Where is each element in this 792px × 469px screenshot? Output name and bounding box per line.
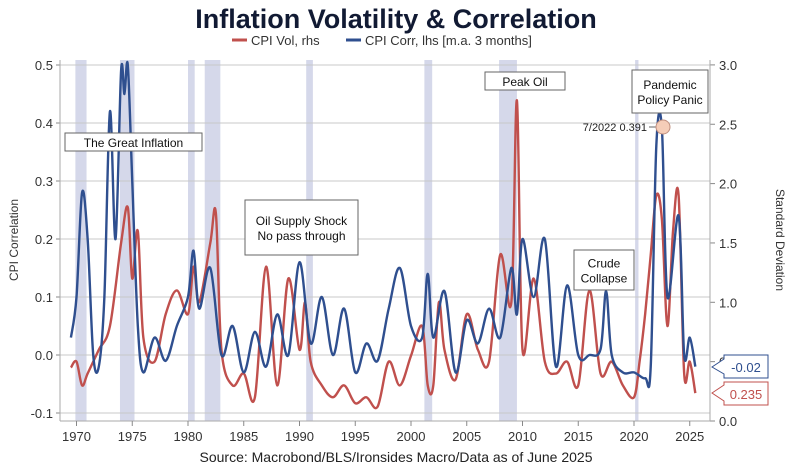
series-line-cpi-corr bbox=[69, 60, 697, 389]
y-left-tick-label: 0.0 bbox=[35, 348, 53, 363]
y-left-tick-label: 0.1 bbox=[35, 290, 53, 305]
annotation-oil-shock-label: No pass through bbox=[257, 229, 345, 243]
recession-band bbox=[635, 60, 639, 421]
annotation-peak-oil-box bbox=[484, 71, 566, 91]
last-corr-value: -0.02 bbox=[731, 360, 761, 375]
annotation-great-inflation-box bbox=[64, 132, 203, 152]
y-left-label: CPI Correlation bbox=[7, 199, 21, 281]
recession-band bbox=[499, 60, 517, 421]
annotation-great-inflation-label: The Great Inflation bbox=[84, 136, 183, 150]
x-tick-label: 2000 bbox=[397, 429, 426, 444]
legend-corr: CPI Corr, lhs [m.a. 3 months] bbox=[365, 33, 532, 48]
y-left-tick-label: 0.5 bbox=[35, 58, 53, 73]
y-right-label: Standard Deviation bbox=[773, 189, 787, 291]
annotation-crude-collapse-box bbox=[573, 249, 635, 291]
annotation-oil-shock-label: Oil Supply Shock bbox=[256, 214, 348, 228]
recession-band bbox=[75, 60, 87, 421]
x-tick-label: 1990 bbox=[285, 429, 314, 444]
x-tick-label: 2025 bbox=[675, 429, 704, 444]
y-left-tick-label: 0.3 bbox=[35, 174, 53, 189]
y-right-tick-label: 0.0 bbox=[719, 414, 737, 429]
y-right-tick-label: 1.5 bbox=[719, 236, 737, 251]
y-left-tick-label: 0.4 bbox=[35, 116, 53, 131]
annotation-pandemic-label: Pandemic bbox=[643, 78, 696, 92]
annotation-pandemic-box bbox=[631, 69, 709, 114]
x-tick-label: 2020 bbox=[620, 429, 649, 444]
recession-band bbox=[424, 60, 433, 421]
y-right-tick-label: 1.0 bbox=[719, 295, 737, 310]
y-right-tick-label: 2.5 bbox=[719, 117, 737, 132]
x-tick-label: 1995 bbox=[341, 429, 370, 444]
source-note: Source: Macrobond/BLS/Ironsides Macro/Da… bbox=[200, 449, 593, 465]
y-right-tick-label: 2.0 bbox=[719, 177, 737, 192]
peak-marker bbox=[655, 119, 671, 135]
peak-label: 7/2022 0.391 bbox=[583, 122, 647, 134]
x-tick-label: 2015 bbox=[564, 429, 593, 444]
y-right-tick-label: 3.0 bbox=[719, 58, 737, 73]
x-tick-label: 2005 bbox=[452, 429, 481, 444]
x-tick-label: 1980 bbox=[174, 429, 203, 444]
last-vol-callout bbox=[711, 381, 769, 406]
x-tick-label: 1975 bbox=[118, 429, 147, 444]
annotation-oil-shock-box bbox=[244, 199, 359, 256]
legend-vol: CPI Vol, rhs bbox=[251, 33, 320, 48]
annotation-peak-oil-label: Peak Oil bbox=[502, 75, 547, 89]
x-tick-label: 1985 bbox=[229, 429, 258, 444]
last-corr-callout bbox=[711, 354, 769, 379]
x-tick-label: 2010 bbox=[508, 429, 537, 444]
chart-title: Inflation Volatility & Correlation bbox=[195, 4, 597, 34]
last-vol-value: 0.235 bbox=[730, 387, 763, 402]
annotation-crude-collapse-label: Crude bbox=[588, 257, 621, 271]
y-left-tick-label: -0.1 bbox=[31, 406, 53, 421]
annotation-pandemic-label: Policy Panic bbox=[637, 93, 702, 107]
y-left-tick-label: 0.2 bbox=[35, 232, 53, 247]
series-line-cpi-vol bbox=[69, 99, 697, 410]
x-tick-label: 1970 bbox=[62, 429, 91, 444]
recession-band bbox=[204, 60, 221, 421]
recession-band bbox=[188, 60, 195, 421]
annotation-crude-collapse-label: Collapse bbox=[581, 272, 628, 286]
